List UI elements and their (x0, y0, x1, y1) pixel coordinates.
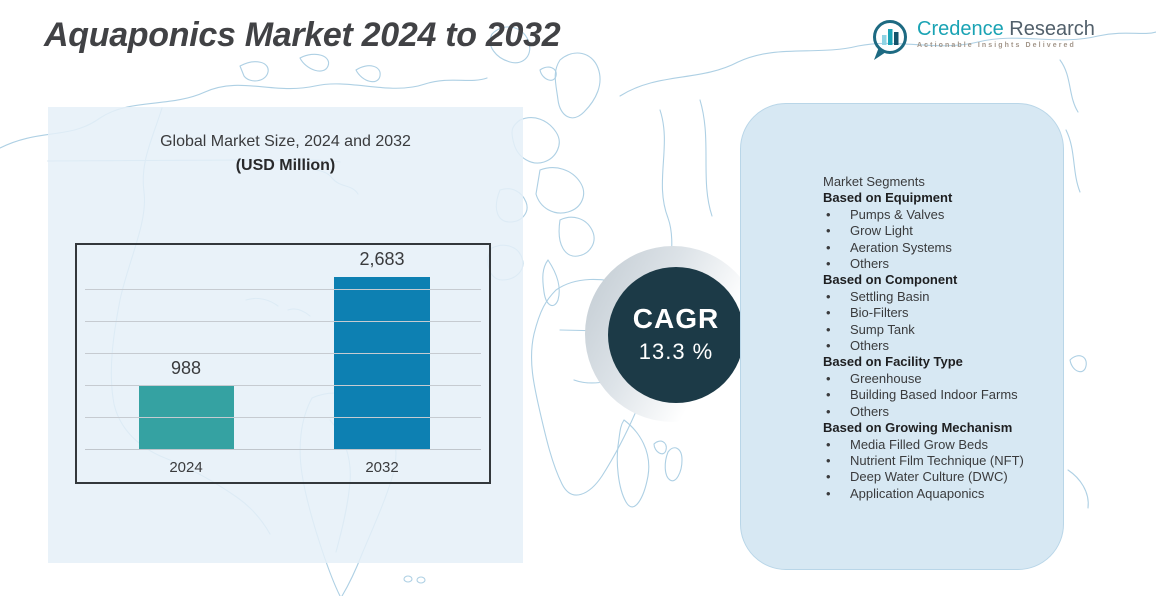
segment-item: Media Filled Grow Beds (823, 437, 1049, 454)
value-label-2032: 2,683 (359, 249, 405, 269)
brand-name: Credence Research (917, 18, 1095, 40)
segment-item: Greenhouse (823, 371, 1049, 388)
gridline (85, 353, 481, 354)
chart-title: Global Market Size, 2024 and 2032 (160, 133, 411, 150)
segment-item: Nutrient Film Technique (NFT) (823, 453, 1049, 470)
segments-title: Market Segments (823, 174, 925, 189)
brand-name-primary: Credence (917, 18, 1004, 40)
segments-content: Market Segments Based on EquipmentPumps … (823, 174, 1049, 503)
value-label-2024: 988 (170, 358, 202, 378)
brand-name-secondary: Research (1009, 18, 1095, 40)
brand-logo: Credence Research Actionable Insights De… (870, 18, 1095, 62)
segment-groups: Based on EquipmentPumps & ValvesGrow Lig… (823, 190, 1049, 502)
gridline (85, 385, 481, 386)
cagr-label: CAGR (632, 303, 720, 334)
category-label-2032: 2032 (365, 459, 399, 476)
segment-group-heading: Based on Facility Type (823, 354, 963, 370)
cagr-badge: CAGR 13.3 % (608, 267, 744, 403)
segment-item: Pumps & Valves (823, 207, 1049, 224)
bar-chart: 988 2,683 2024 2032 (75, 243, 491, 484)
segment-item: Bio-Filters (823, 305, 1049, 322)
segments-panel: Market Segments Based on EquipmentPumps … (740, 103, 1064, 570)
segment-group-heading: Based on Equipment (823, 190, 953, 206)
page-title: Aquaponics Market 2024 to 2032 (44, 16, 561, 54)
segment-item: Aeration Systems (823, 240, 1049, 257)
segment-group-heading: Based on Growing Mechanism (823, 420, 1013, 436)
segment-group-heading: Based on Component (823, 272, 958, 288)
segment-item: Settling Basin (823, 289, 1049, 306)
chart-panel: Global Market Size, 2024 and 2032 (USD M… (48, 107, 523, 563)
segment-item: Application Aquaponics (823, 486, 1049, 503)
segment-item: Others (823, 256, 1049, 273)
gridline (85, 417, 481, 418)
segment-item: Deep Water Culture (DWC) (823, 469, 1049, 486)
segment-item: Sump Tank (823, 322, 1049, 339)
gridline (85, 321, 481, 322)
segment-item: Others (823, 338, 1049, 355)
segment-item: Others (823, 404, 1049, 421)
bar-2032 (334, 277, 430, 449)
segment-item: Grow Light (823, 223, 1049, 240)
category-label-2024: 2024 (169, 459, 203, 476)
gridline (85, 289, 481, 290)
x-axis-line (85, 449, 481, 450)
segment-item: Building Based Indoor Farms (823, 387, 1049, 404)
bar-chart-bubble-icon (873, 20, 907, 60)
brand-tagline: Actionable Insights Delivered (917, 42, 1076, 49)
chart-subtitle: (USD Million) (235, 157, 336, 174)
cagr-value: 13.3 % (638, 339, 714, 364)
